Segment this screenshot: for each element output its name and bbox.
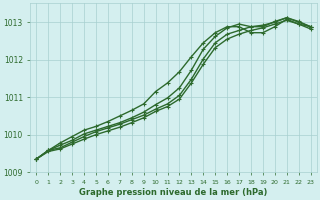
X-axis label: Graphe pression niveau de la mer (hPa): Graphe pression niveau de la mer (hPa) <box>79 188 268 197</box>
